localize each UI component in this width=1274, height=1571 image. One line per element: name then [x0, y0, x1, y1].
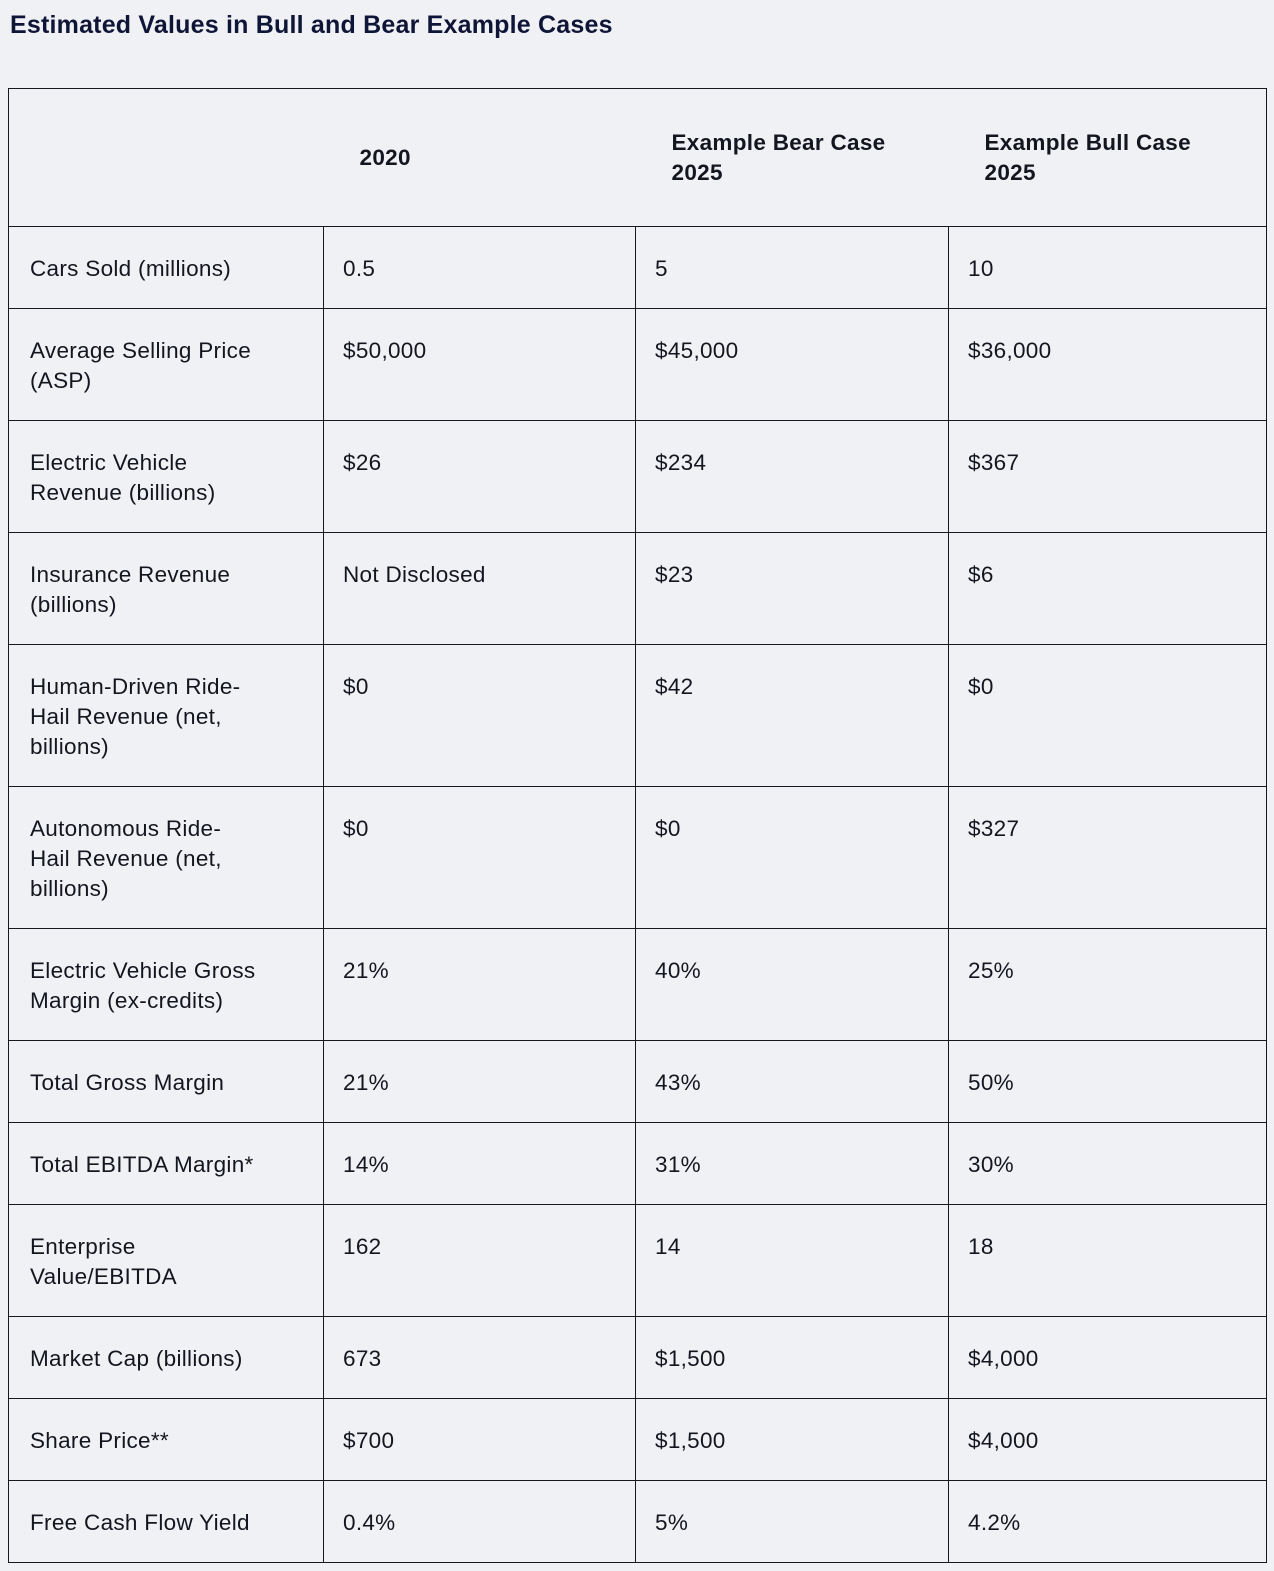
table-row: Electric Vehicle Revenue (billions) $26 $2… [8, 420, 1267, 533]
row-label: Average Selling Price (ASP) [8, 308, 324, 421]
row-label: Share Price** [8, 1398, 324, 1481]
page-title: Estimated Values in Bull and Bear Exampl… [10, 11, 613, 39]
row-label: Enterprise Value/EBITDA [8, 1204, 324, 1317]
cell-2020: 162 [323, 1204, 636, 1317]
table-body: Cars Sold (millions) 0.5 5 10 Average Sellin… [8, 226, 1267, 1563]
cell-2020: $26 [323, 420, 636, 533]
cell-bear-case-2025: 5 [635, 226, 949, 309]
row-label: Electric Vehicle Revenue (billions) [8, 420, 324, 533]
cell-bear-case-2025: 5% [635, 1480, 949, 1563]
row-label: Human-Driven Ride- Hail Revenue (net, bi… [8, 644, 324, 787]
estimates-table: 2020 Example Bear Case 2025 Example Bull… [8, 88, 1267, 1563]
cell-bear-case-2025: 31% [635, 1122, 949, 1205]
header-cell-bear-case-2025: Example Bear Case 2025 [635, 88, 949, 227]
table-row: Insurance Revenue (billions) Not Disclose… [8, 532, 1267, 645]
cell-bull-case-2025: 25% [948, 928, 1267, 1041]
table-row: Total EBITDA Margin* 14% 31% 30% [8, 1122, 1267, 1205]
row-label: Market Cap (billions) [8, 1316, 324, 1399]
cell-bear-case-2025: 43% [635, 1040, 949, 1123]
cell-bull-case-2025: 50% [948, 1040, 1267, 1123]
cell-bear-case-2025: $0 [635, 786, 949, 929]
cell-2020: Not Disclosed [323, 532, 636, 645]
row-label: Electric Vehicle Gross Margin (ex-credit… [8, 928, 324, 1041]
table-row: Share Price** $700 $1,500 $4,000 [8, 1398, 1267, 1481]
row-label: Free Cash Flow Yield [8, 1480, 324, 1563]
cell-bull-case-2025: $367 [948, 420, 1267, 533]
table-row: Free Cash Flow Yield 0.4% 5% 4.2% [8, 1480, 1267, 1563]
cell-2020: 14% [323, 1122, 636, 1205]
cell-bear-case-2025: $23 [635, 532, 949, 645]
table-row: Market Cap (billions) 673 $1,500 $4,000 [8, 1316, 1267, 1399]
cell-2020: $0 [323, 786, 636, 929]
cell-2020: 0.5 [323, 226, 636, 309]
header-row: 2020 Example Bear Case 2025 Example Bull… [8, 88, 1267, 227]
cell-2020: $700 [323, 1398, 636, 1481]
header-cell-blank [8, 88, 324, 227]
row-label: Total Gross Margin [8, 1040, 324, 1123]
cell-bull-case-2025: $4,000 [948, 1398, 1267, 1481]
cell-2020: 0.4% [323, 1480, 636, 1563]
cell-bull-case-2025: 4.2% [948, 1480, 1267, 1563]
cell-bear-case-2025: $42 [635, 644, 949, 787]
cell-bull-case-2025: 10 [948, 226, 1267, 309]
cell-bull-case-2025: $0 [948, 644, 1267, 787]
cell-2020: $50,000 [323, 308, 636, 421]
table-row: Autonomous Ride- Hail Revenue (net, bill… [8, 786, 1267, 929]
cell-bull-case-2025: 18 [948, 1204, 1267, 1317]
cell-bear-case-2025: 40% [635, 928, 949, 1041]
header-cell-bull-case-2025: Example Bull Case 2025 [948, 88, 1267, 227]
cell-bear-case-2025: $1,500 [635, 1316, 949, 1399]
table-row: Average Selling Price (ASP) $50,000 $45,00… [8, 308, 1267, 421]
header-cell-2020: 2020 [323, 88, 636, 227]
cell-bear-case-2025: 14 [635, 1204, 949, 1317]
cell-2020: 673 [323, 1316, 636, 1399]
cell-bull-case-2025: $6 [948, 532, 1267, 645]
cell-2020: 21% [323, 1040, 636, 1123]
table-row: Enterprise Value/EBITDA 162 14 18 [8, 1204, 1267, 1317]
cell-bull-case-2025: 30% [948, 1122, 1267, 1205]
cell-bull-case-2025: $4,000 [948, 1316, 1267, 1399]
row-label: Autonomous Ride- Hail Revenue (net, bill… [8, 786, 324, 929]
cell-bear-case-2025: $45,000 [635, 308, 949, 421]
row-label: Insurance Revenue (billions) [8, 532, 324, 645]
table-row: Human-Driven Ride- Hail Revenue (net, bi… [8, 644, 1267, 787]
table-row: Cars Sold (millions) 0.5 5 10 [8, 226, 1267, 309]
cell-bull-case-2025: $36,000 [948, 308, 1267, 421]
cell-bear-case-2025: $1,500 [635, 1398, 949, 1481]
table-row: Total Gross Margin 21% 43% 50% [8, 1040, 1267, 1123]
table-row: Electric Vehicle Gross Margin (ex-credit… [8, 928, 1267, 1041]
cell-bear-case-2025: $234 [635, 420, 949, 533]
row-label: Total EBITDA Margin* [8, 1122, 324, 1205]
cell-bull-case-2025: $327 [948, 786, 1267, 929]
row-label: Cars Sold (millions) [8, 226, 324, 309]
cell-2020: $0 [323, 644, 636, 787]
cell-2020: 21% [323, 928, 636, 1041]
